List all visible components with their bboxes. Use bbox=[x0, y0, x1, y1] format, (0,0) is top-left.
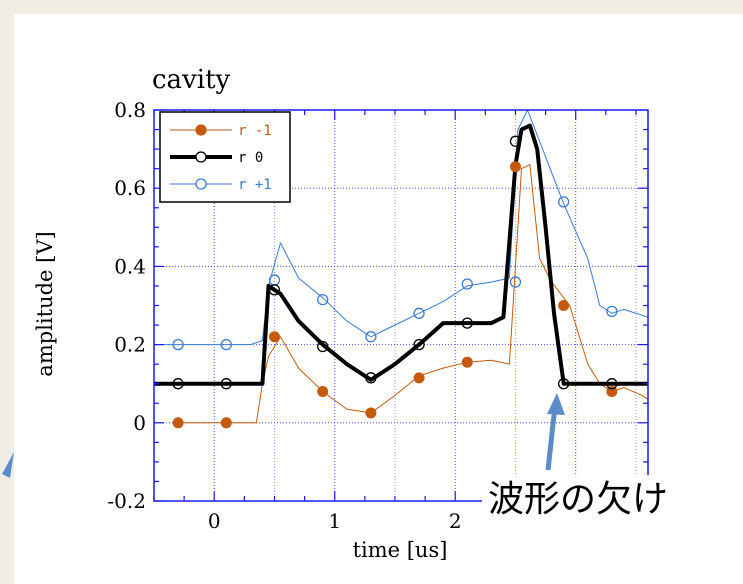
data-point bbox=[365, 407, 377, 419]
series-layer bbox=[154, 109, 649, 429]
data-point bbox=[172, 378, 184, 390]
y-axis-label: amplitude [V] bbox=[33, 231, 57, 376]
legend: r -1 r 0 r +1 bbox=[159, 111, 291, 203]
series-line bbox=[178, 164, 649, 424]
x-tick-label: 1 bbox=[328, 509, 341, 533]
series-line bbox=[154, 123, 648, 386]
data-point bbox=[365, 331, 377, 343]
y-tick-label: 0 bbox=[133, 411, 146, 435]
x-axis-label: time [us] bbox=[353, 538, 448, 562]
data-point bbox=[220, 378, 232, 390]
legend-swatch-marker bbox=[195, 124, 207, 136]
data-point bbox=[461, 278, 473, 290]
y-tick-label: 0.2 bbox=[114, 333, 146, 357]
data-point bbox=[365, 372, 377, 384]
data-point bbox=[509, 161, 521, 173]
y-tick-label: 0.6 bbox=[114, 176, 146, 200]
data-point bbox=[606, 378, 618, 390]
chart-title: cavity bbox=[152, 65, 231, 95]
data-point bbox=[509, 135, 522, 147]
legend-label: r +1 bbox=[238, 177, 272, 193]
data-point bbox=[558, 300, 570, 311]
data-point bbox=[172, 338, 184, 351]
waveform-gap-annotation: 波形の欠け bbox=[482, 475, 675, 525]
y-tick-label: 0.4 bbox=[114, 254, 146, 278]
data-point bbox=[413, 338, 425, 351]
legend-swatch-marker bbox=[195, 151, 207, 163]
callout-arrow-icon bbox=[545, 393, 565, 471]
data-point bbox=[558, 378, 570, 390]
data-point bbox=[606, 305, 618, 318]
series-line bbox=[154, 109, 649, 346]
tick-labels: -0.2 0 0.2 0.4 0.6 0.8 0 1 2 bbox=[107, 98, 461, 533]
data-point bbox=[317, 340, 329, 353]
left-arrow-icon bbox=[2, 452, 14, 478]
data-point bbox=[461, 356, 473, 368]
data-point bbox=[220, 338, 232, 351]
data-point bbox=[413, 372, 425, 384]
data-point bbox=[220, 417, 232, 429]
x-tick-label: 0 bbox=[208, 509, 221, 533]
data-point bbox=[317, 386, 329, 398]
data-point bbox=[413, 307, 425, 319]
y-tick-label: -0.2 bbox=[107, 489, 146, 513]
data-point bbox=[172, 417, 184, 429]
legend-label: r 0 bbox=[238, 150, 263, 166]
data-point bbox=[461, 317, 473, 329]
data-point bbox=[317, 293, 329, 306]
grid bbox=[153, 110, 648, 501]
data-point bbox=[268, 284, 281, 296]
data-point bbox=[606, 386, 618, 398]
data-point bbox=[268, 274, 281, 286]
y-tick-label: 0.8 bbox=[114, 98, 146, 122]
data-point bbox=[268, 331, 280, 343]
legend-label: r -1 bbox=[238, 123, 272, 139]
legend-swatch-marker bbox=[195, 178, 207, 190]
x-tick-label: 2 bbox=[449, 509, 462, 533]
data-point bbox=[558, 196, 570, 208]
data-point bbox=[509, 276, 522, 288]
